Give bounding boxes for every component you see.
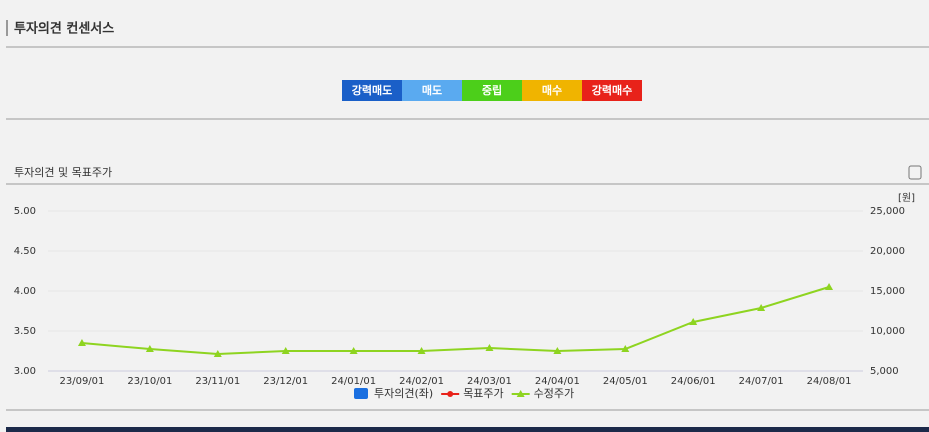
legend-swatch — [516, 390, 525, 397]
y-tick-label: 4.50 — [14, 246, 36, 257]
point-marker — [553, 347, 562, 354]
opinion-label: 매도 — [422, 83, 442, 97]
header-title: 투자의견 컨센서스 — [14, 21, 114, 37]
y2-tick-label: 10,000 — [870, 326, 905, 337]
opinion-button[interactable] — [582, 80, 642, 101]
x-tick-label: 24/08/01 — [807, 376, 852, 387]
y-tick-label: 3.00 — [14, 366, 36, 377]
x-tick-label: 24/04/01 — [535, 376, 580, 387]
opinion-label: 매수 — [542, 83, 562, 97]
opinion-button[interactable] — [402, 80, 462, 101]
point-marker — [213, 350, 222, 357]
y-tick-label: 5.00 — [14, 206, 36, 217]
x-tick-label: 24/06/01 — [671, 376, 716, 387]
series-line — [81, 286, 830, 356]
legend-label: 목표주가 — [463, 387, 503, 400]
x-tick-label: 24/01/01 — [331, 376, 376, 387]
legend-swatch — [447, 391, 454, 397]
y-tick-label: 3.50 — [14, 326, 36, 337]
point-marker — [485, 344, 494, 351]
legend-label: 수정주가 — [534, 387, 574, 400]
point-marker — [621, 345, 630, 352]
opinion-button[interactable] — [342, 80, 402, 101]
x-tick-label: 23/11/01 — [195, 376, 240, 387]
opinion-label: 강력매수 — [592, 83, 632, 97]
x-tick-label: 24/05/01 — [603, 376, 648, 387]
y2-tick-label: 20,000 — [870, 246, 905, 257]
x-tick-label: 23/12/01 — [263, 376, 308, 387]
legend-label: 투자의견(좌) — [374, 387, 433, 400]
opinion-button[interactable] — [462, 80, 522, 101]
point-marker — [825, 283, 834, 290]
point-marker — [689, 318, 698, 325]
y2-unit: [원] — [898, 192, 915, 204]
x-tick-label: 24/02/01 — [399, 376, 444, 387]
point-marker — [757, 304, 766, 311]
point-marker — [145, 345, 154, 352]
table-header — [6, 427, 929, 432]
point-marker — [77, 339, 86, 346]
opinion-label: 강력매도 — [352, 83, 392, 97]
y2-tick-label: 5,000 — [870, 366, 899, 377]
point-marker — [349, 347, 358, 354]
opinion-label: 중립 — [482, 84, 502, 97]
x-tick-label: 23/09/01 — [59, 376, 104, 387]
y2-tick-label: 25,000 — [870, 206, 905, 217]
menu-icon[interactable] — [908, 165, 922, 180]
x-tick-label: 24/03/01 — [467, 376, 512, 387]
chart-title: 투자의견 및 목표주가 — [14, 166, 112, 179]
x-tick-label: 24/07/01 — [739, 376, 784, 387]
x-tick-label: 23/10/01 — [127, 376, 172, 387]
opinion-button[interactable] — [522, 80, 582, 101]
y2-tick-label: 15,000 — [870, 286, 905, 297]
legend-swatch — [354, 388, 368, 399]
point-marker — [417, 347, 426, 354]
title-marker — [6, 20, 8, 36]
point-marker — [281, 347, 290, 354]
y-tick-label: 4.00 — [14, 286, 36, 297]
